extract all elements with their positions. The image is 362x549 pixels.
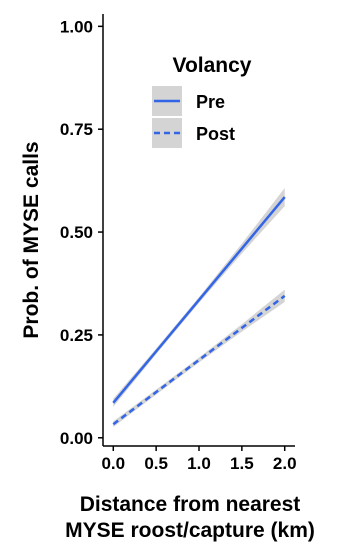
y-axis-ticks: 0.00 0.25 0.50 0.75 1.00 (60, 17, 103, 448)
x-tick-label: 1.5 (230, 454, 254, 473)
x-tick-label: 0.5 (144, 454, 168, 473)
x-axis-title-line1: Distance from nearest (80, 493, 301, 516)
x-tick-label: 2.0 (273, 454, 297, 473)
legend-title: Volancy (173, 54, 252, 77)
x-tick-label: 1.0 (187, 454, 211, 473)
y-axis-title: Prob. of MYSE calls (20, 141, 43, 338)
series-lines (112, 196, 286, 426)
x-axis-ticks: 0.0 0.5 1.0 1.5 2.0 (101, 446, 297, 473)
y-tick-label: 0.25 (60, 326, 93, 345)
series-line-post (112, 294, 286, 426)
y-tick-label: 1.00 (60, 17, 93, 36)
plot-area (112, 188, 286, 428)
series-line-pre (112, 196, 286, 404)
x-axis-title-line2: MYSE roost/capture (km) (65, 519, 315, 542)
legend-label-post: Post (196, 124, 235, 144)
x-tick-label: 0.0 (101, 454, 125, 473)
legend: Volancy Pre Post (152, 54, 252, 148)
y-tick-label: 0.00 (60, 429, 93, 448)
legend-label-pre: Pre (196, 92, 225, 112)
y-tick-label: 0.50 (60, 223, 93, 242)
y-tick-label: 0.75 (60, 120, 93, 139)
